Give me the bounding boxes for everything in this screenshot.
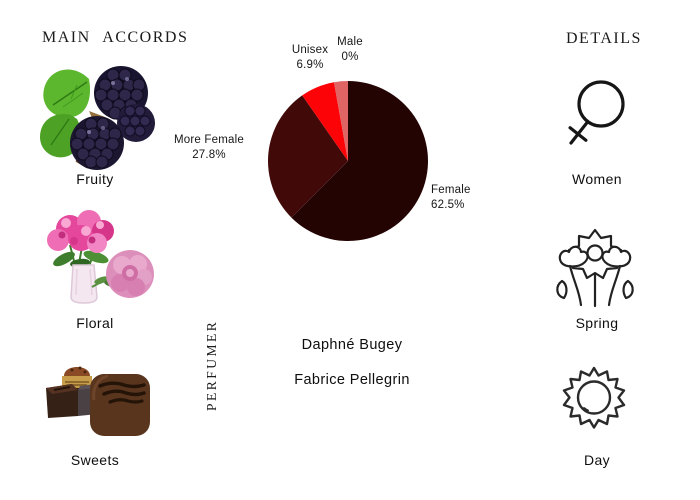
pie-label-male-pct: 0% (341, 51, 359, 63)
pie-label-unisex-pct: 6.9% (296, 59, 324, 71)
pie-slice-more-female (267, 95, 348, 218)
pie-slice-male (334, 80, 348, 161)
pie-label-female-name: Female (431, 184, 471, 196)
detail-label-day: Day (583, 452, 611, 468)
accord-label-floral: Floral (76, 315, 114, 331)
pie-label-more-female: More Female 27.8% (163, 133, 255, 163)
pie-label-female: Female 62.5% (431, 183, 495, 213)
pink-peonies-image (40, 207, 156, 307)
sun-icon (562, 366, 626, 430)
perfumer-name-1: Daphné Bugey (301, 337, 403, 353)
main-accords-title: MAIN ACCORDS (42, 29, 189, 46)
perfumer-heading: PERFUMER (204, 319, 219, 411)
pie-label-male-name: Male (337, 36, 363, 48)
spring-flowers-icon (553, 226, 637, 308)
pie-label-more-female-name: More Female (174, 134, 244, 146)
pie-label-unisex: Unisex 6.9% (279, 43, 341, 73)
pie-label-more-female-pct: 27.8% (192, 149, 226, 161)
pie-label-unisex-name: Unisex (291, 44, 329, 56)
female-symbol-icon (563, 77, 635, 149)
pie-label-male: Male 0% (324, 35, 376, 65)
perfumer-name-2: Fabrice Pellegrin (294, 372, 410, 388)
pie-slice-female (291, 81, 428, 241)
gender-pie-chart (267, 80, 428, 241)
accord-label-fruity: Fruity (76, 171, 114, 187)
details-title: DETAILS (566, 30, 642, 47)
blackberries-image (33, 57, 155, 171)
pie-label-female-pct: 62.5% (431, 199, 465, 211)
chocolate-pralines-image (38, 356, 154, 442)
detail-label-women: Women (572, 171, 622, 187)
detail-label-spring: Spring (575, 315, 619, 331)
pie-slice-unisex (302, 82, 348, 161)
accord-label-sweets: Sweets (70, 452, 120, 468)
